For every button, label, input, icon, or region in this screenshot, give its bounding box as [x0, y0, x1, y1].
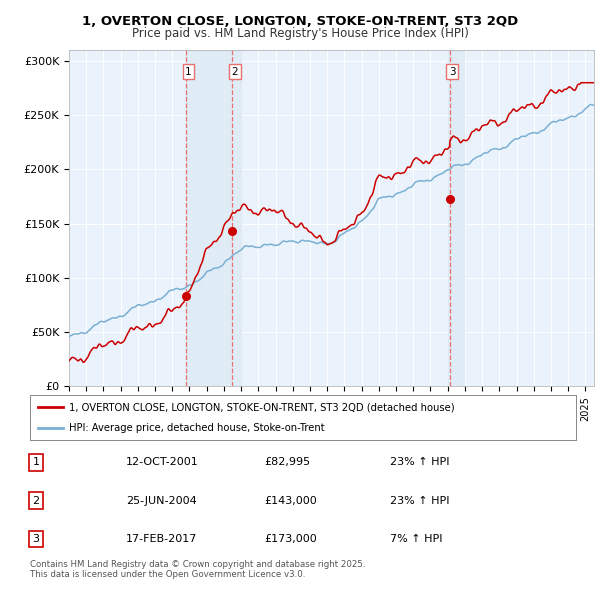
Text: 23% ↑ HPI: 23% ↑ HPI [390, 496, 449, 506]
Text: 1, OVERTON CLOSE, LONGTON, STOKE-ON-TRENT, ST3 2QD: 1, OVERTON CLOSE, LONGTON, STOKE-ON-TREN… [82, 15, 518, 28]
Text: Contains HM Land Registry data © Crown copyright and database right 2025.
This d: Contains HM Land Registry data © Crown c… [30, 560, 365, 579]
Text: £143,000: £143,000 [264, 496, 317, 506]
Text: 1: 1 [185, 67, 192, 77]
Text: 1, OVERTON CLOSE, LONGTON, STOKE-ON-TRENT, ST3 2QD (detached house): 1, OVERTON CLOSE, LONGTON, STOKE-ON-TREN… [70, 402, 455, 412]
Text: 23% ↑ HPI: 23% ↑ HPI [390, 457, 449, 467]
Text: 12-OCT-2001: 12-OCT-2001 [126, 457, 199, 467]
Text: HPI: Average price, detached house, Stoke-on-Trent: HPI: Average price, detached house, Stok… [70, 422, 325, 432]
Text: 17-FEB-2017: 17-FEB-2017 [126, 534, 197, 544]
Text: 3: 3 [32, 534, 40, 544]
Text: 2: 2 [32, 496, 40, 506]
Bar [448, 50, 464, 386]
Text: 7% ↑ HPI: 7% ↑ HPI [390, 534, 443, 544]
Text: 25-JUN-2004: 25-JUN-2004 [126, 496, 197, 506]
Text: 2: 2 [232, 67, 238, 77]
Text: £82,995: £82,995 [264, 457, 310, 467]
Text: £173,000: £173,000 [264, 534, 317, 544]
Text: Price paid vs. HM Land Registry's House Price Index (HPI): Price paid vs. HM Land Registry's House … [131, 27, 469, 40]
Text: 1: 1 [32, 457, 40, 467]
Text: 3: 3 [449, 67, 455, 77]
Bar [186, 50, 241, 386]
